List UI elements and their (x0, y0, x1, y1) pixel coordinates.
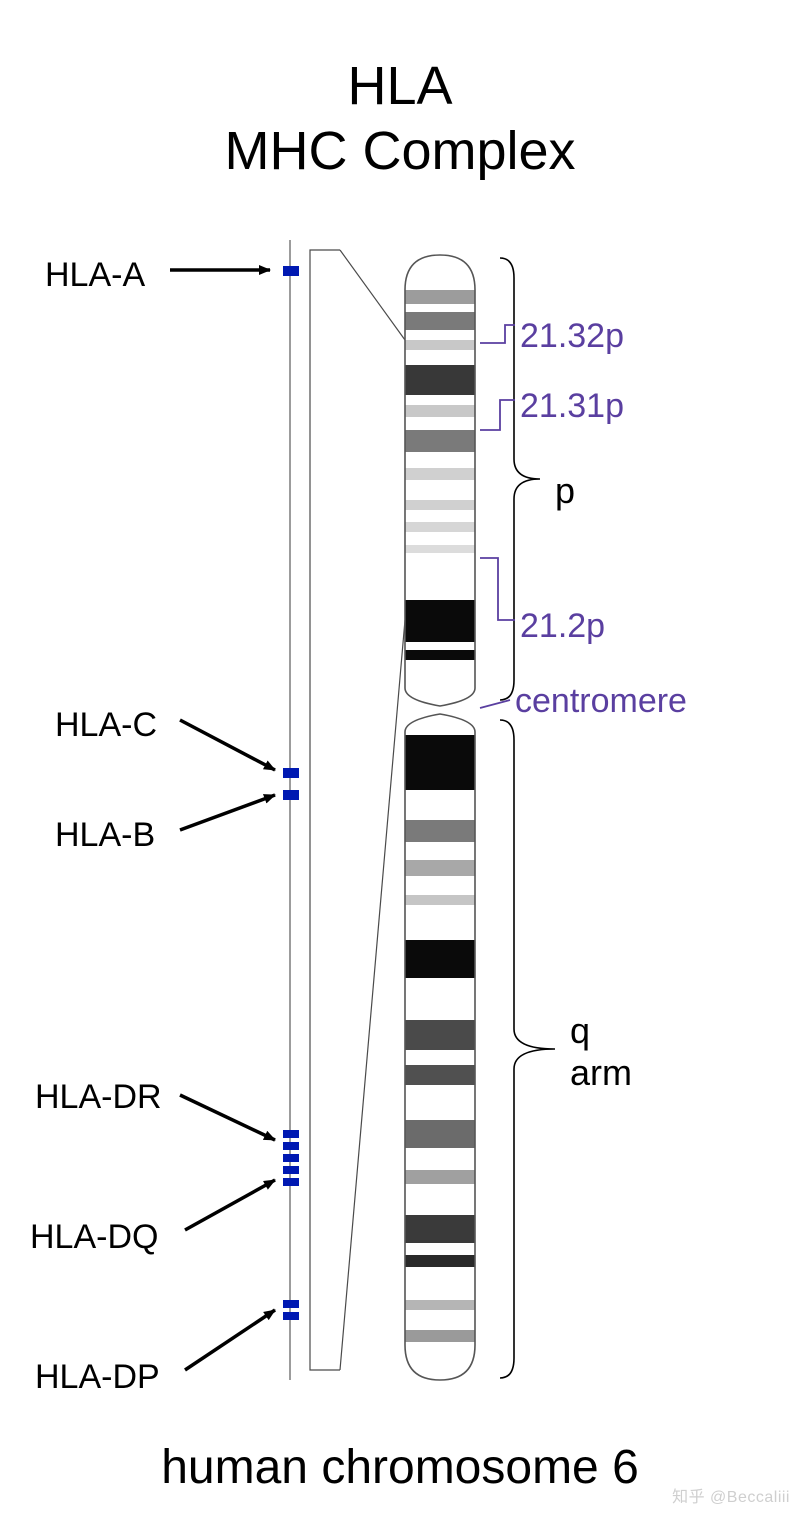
projection-line-top (340, 250, 405, 340)
chromosome-band (403, 1255, 477, 1267)
chromosome-band (403, 735, 477, 790)
chromosome-p-arm (403, 215, 477, 740)
chromosome-band (403, 650, 477, 660)
curly-brace (500, 720, 555, 1378)
band-pointer (480, 400, 515, 430)
chromosome-band (403, 468, 477, 480)
centromere-pointer (480, 700, 510, 708)
q-arm-label: q (570, 1010, 590, 1052)
hla-arrow (180, 720, 275, 770)
hla-label: HLA-C (55, 706, 157, 745)
hla-marker-bar (283, 1178, 299, 1186)
band-pointer (480, 558, 515, 620)
hla-marker-bar (283, 790, 299, 800)
q-arm-sublabel: arm (570, 1052, 632, 1094)
chromosome-band (403, 1065, 477, 1085)
projection-line-bottom (340, 620, 405, 1370)
chromosome-band (403, 290, 477, 304)
chromosome-band (403, 600, 477, 642)
hla-marker-bar (283, 1166, 299, 1174)
hla-arrow (180, 795, 275, 830)
hla-marker-bar (283, 1130, 299, 1138)
hla-label: HLA-DP (35, 1358, 160, 1397)
hla-label: HLA-DQ (30, 1218, 158, 1257)
hla-label: HLA-DR (35, 1078, 162, 1117)
chromosome-band (403, 1020, 477, 1050)
chromosome-band (403, 1215, 477, 1243)
chromosome-band (403, 545, 477, 553)
hla-arrow (185, 1180, 275, 1230)
band-position-label: 21.31p (520, 387, 624, 426)
band-position-label: 21.2p (520, 607, 605, 646)
hla-marker-bar (283, 1312, 299, 1320)
hla-marker-bar (283, 266, 299, 276)
p-arm-label: p (555, 470, 575, 512)
diagram-svg (0, 0, 800, 1513)
hla-arrow (180, 1095, 275, 1140)
band-pointer (480, 325, 515, 343)
chromosome-band (403, 940, 477, 978)
hla-marker-bar (283, 1154, 299, 1162)
chromosome-band (403, 430, 477, 452)
chromosome-band (403, 500, 477, 510)
chromosome-band (403, 340, 477, 350)
centromere-label: centromere (515, 682, 687, 721)
left-bracket (310, 250, 340, 1370)
hla-label: HLA-B (55, 816, 155, 855)
hla-marker-bar (283, 1142, 299, 1150)
chromosome-band (403, 895, 477, 905)
chromosome-band (403, 1170, 477, 1184)
hla-arrow (185, 1310, 275, 1370)
chromosome-band (403, 522, 477, 532)
chromosome-band (403, 405, 477, 417)
chromosome-band (403, 1300, 477, 1310)
hla-label: HLA-A (45, 256, 145, 295)
chromosome-band (403, 860, 477, 876)
hla-marker-bar (283, 768, 299, 778)
chromosome-band (403, 312, 477, 330)
band-position-label: 21.32p (520, 317, 624, 356)
chromosome-band (403, 820, 477, 842)
chromosome-q-arm (403, 680, 477, 1420)
hla-marker-bar (283, 1300, 299, 1308)
chromosome-band (403, 1330, 477, 1342)
chromosome-band (403, 365, 477, 395)
chromosome-band (403, 1120, 477, 1148)
